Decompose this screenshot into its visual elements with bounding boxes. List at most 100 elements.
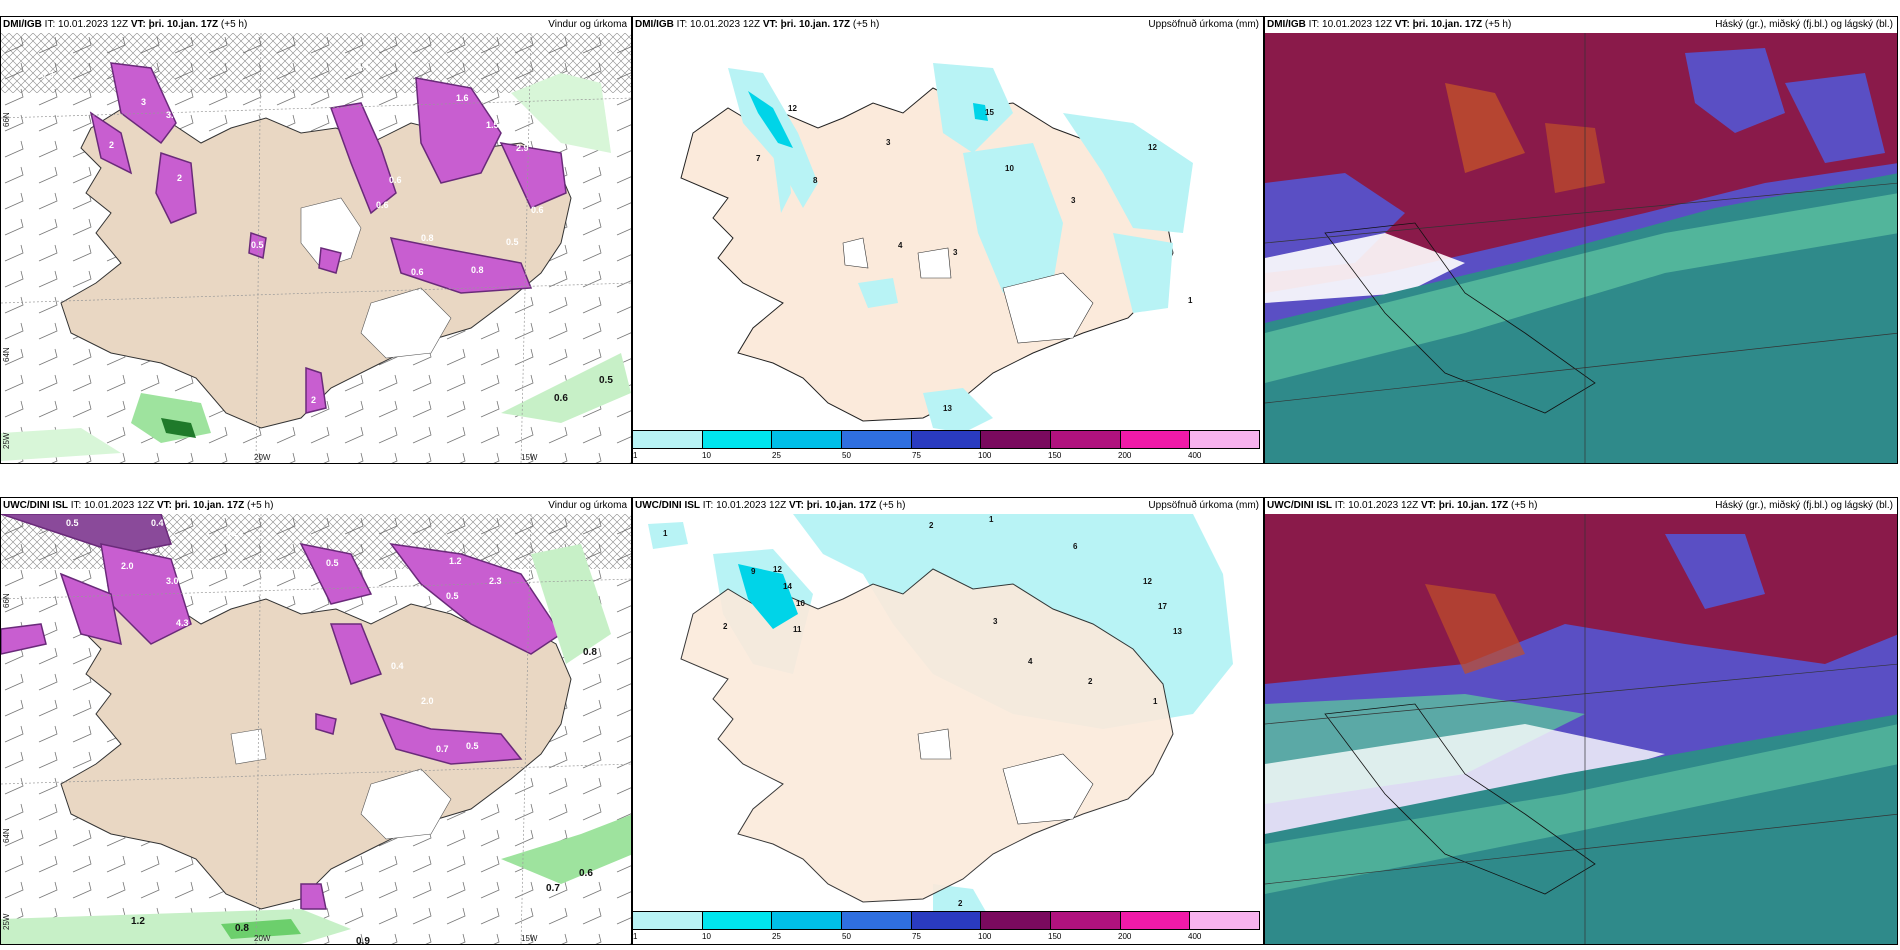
value-label: 0.5: [326, 558, 339, 568]
value-label: 3: [141, 97, 146, 107]
panel-wind-precip-uwc: UWC/DINI ISL IT: 10.01.2023 12Z VT: þri.…: [0, 497, 632, 945]
value-label: 3: [953, 248, 958, 257]
precip-cyan: [728, 63, 1193, 433]
colorbar-tick: 400: [1188, 932, 1202, 941]
glacier: [917, 247, 952, 279]
model-name: DMI/IGB: [635, 19, 674, 30]
precip-green: [1, 73, 631, 461]
run-time: IT: 10.01.2023 12Z: [1308, 19, 1393, 30]
glacier: [360, 287, 452, 359]
value-label: 0.6: [411, 267, 424, 277]
value-label: 4.3: [176, 618, 189, 628]
colorbar-segment: [772, 431, 843, 448]
value-label: 0.6: [376, 200, 389, 210]
value-label: 0.6: [389, 175, 402, 185]
value-label: 6: [1073, 542, 1078, 551]
product-title: Vindur og úrkoma: [548, 500, 627, 511]
precip-cyan-dark: [973, 103, 988, 121]
value-label: 17: [1158, 602, 1167, 611]
cloud-cover-map: [1265, 514, 1897, 944]
value-label: 2: [177, 173, 182, 183]
value-label: 1.5: [486, 120, 499, 130]
value-label: 2.3: [489, 576, 502, 586]
lat-label: 25W: [2, 913, 11, 930]
colorbar-tick: 10: [702, 932, 711, 941]
lon-label: 15W: [521, 453, 538, 462]
precip-cyan-dark: [738, 564, 798, 629]
precip-cyan-dark: [748, 91, 793, 148]
green-labels: 0.5 0.6: [554, 375, 613, 404]
valid-time: VT: þri. 10.jan. 17Z: [762, 19, 851, 30]
value-label: 0.8: [421, 233, 434, 243]
panel-header: DMI/IGB IT: 10.01.2023 12Z VT: þri. 10.j…: [3, 19, 627, 33]
value-label: 0.2: [226, 528, 239, 538]
panel-accumulated-precip-uwc: UWC/DINI ISL IT: 10.01.2023 12Z VT: þri.…: [632, 497, 1264, 945]
colorbar-segment: [1051, 912, 1121, 929]
product-title: Uppsöfnuð úrkoma (mm): [1148, 500, 1259, 511]
colorbar-tick: 50: [842, 451, 851, 460]
wind-precip-map: 0.3 3 3.3 2 2 0.5 0.3 2 0.6 0.8 0.6 1.6 …: [1, 33, 631, 463]
colorbar-segment: [842, 912, 912, 929]
value-label: 12: [1143, 577, 1152, 586]
value-label: 1: [663, 529, 668, 538]
value-label: 10: [1005, 164, 1014, 173]
value-label: 13: [1173, 627, 1182, 636]
value-label: 4: [898, 241, 903, 250]
glacier: [300, 197, 362, 269]
colorbar-segment: [981, 431, 1052, 448]
model-name: UWC/DINI ISL: [635, 500, 700, 511]
model-name: UWC/DINI ISL: [1267, 500, 1332, 511]
lead-time: (+5 h): [220, 19, 248, 30]
value-label: 1: [989, 515, 994, 524]
colorbar-segment: [633, 912, 703, 929]
value-label: 2: [403, 110, 408, 120]
colorbar-tick: 75: [912, 451, 921, 460]
colorbar-bottom: [632, 911, 1260, 930]
value-label: 3: [1071, 196, 1076, 205]
value-label: 0.5: [446, 591, 459, 601]
lead-time: (+5 h): [1484, 19, 1512, 30]
colorbar-ticks-bottom: 1 10 25 50 75 100 150 200 400: [632, 932, 1260, 942]
model-name: DMI/IGB: [1267, 19, 1306, 30]
run-time: IT: 10.01.2023 12Z: [1334, 500, 1419, 511]
colorbar-tick: 400: [1188, 451, 1202, 460]
run-time: IT: 10.01.2023 12Z: [676, 19, 761, 30]
panel-accumulated-precip-dmi: DMI/IGB IT: 10.01.2023 12Z VT: þri. 10.j…: [632, 16, 1264, 464]
grid-lines: [1265, 33, 1897, 463]
valid-time: VT: þri. 10.jan. 17Z: [1394, 19, 1483, 30]
lead-time: (+5 h): [1511, 500, 1538, 511]
panel-header: UWC/DINI ISL IT: 10.01.2023 12Z VT: þri.…: [635, 500, 1259, 514]
coastline: [1324, 703, 1596, 895]
value-label: 2.0: [421, 696, 434, 706]
value-label: 2: [958, 899, 963, 908]
run-time: IT: 10.01.2023 12Z: [44, 19, 129, 30]
colorbar-segment: [1190, 912, 1260, 929]
value-label: 3.0: [166, 576, 179, 586]
cloud-cover-map: [1265, 33, 1897, 463]
value-label: 7: [756, 154, 761, 163]
value-label: 9: [751, 567, 756, 576]
colorbar-segment: [842, 431, 912, 448]
lead-time: (+5 h): [879, 500, 906, 511]
value-label: 0.3: [41, 70, 54, 80]
value-label: 12: [773, 565, 782, 574]
lead-time: (+5 h): [247, 500, 274, 511]
lon-label: 20W: [254, 934, 271, 943]
grid-lines: [1, 514, 631, 944]
value-label: 0.6: [531, 205, 544, 215]
model-name: DMI/IGB: [3, 19, 42, 30]
colorbar-tick: 25: [772, 451, 781, 460]
value-label: 0.5: [251, 240, 264, 250]
value-label: 0.3: [356, 60, 369, 70]
lat-label: 66N: [2, 593, 11, 608]
panel-header: DMI/IGB IT: 10.01.2023 12Z VT: þri. 10.j…: [635, 19, 1259, 33]
value-label: 0.4: [151, 518, 164, 528]
colorbar-top: [632, 430, 1260, 449]
valid-time: VT: þri. 10.jan. 17Z: [130, 19, 219, 30]
value-label: 0.8: [235, 923, 249, 934]
valid-time: VT: þri. 10.jan. 17Z: [156, 500, 245, 511]
value-label: 2: [929, 521, 934, 530]
glacier: [842, 237, 869, 269]
colorbar-segment: [911, 912, 982, 929]
wind-precip-map: 0.5 0.4 0.2 2.0 3.0 4.3 0.5 1.2 2.3 0.5 …: [1, 514, 631, 944]
